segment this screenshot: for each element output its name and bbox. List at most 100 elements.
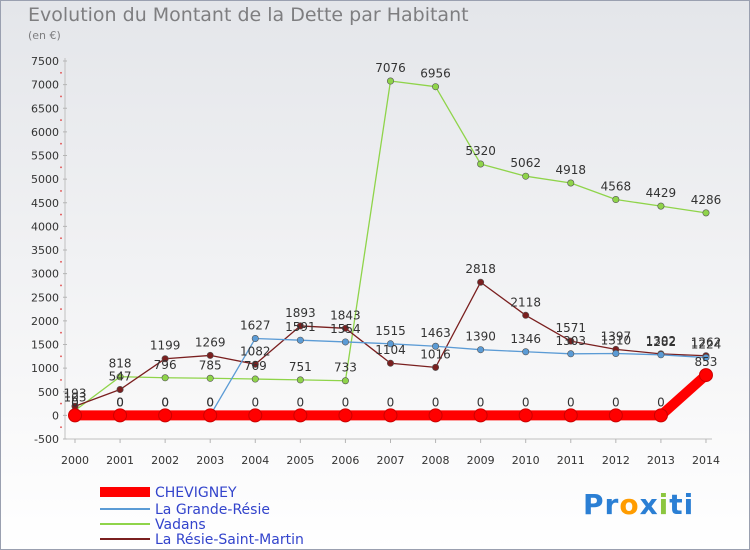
y-minor-tick: [60, 331, 62, 334]
data-point: [296, 336, 304, 344]
data-label: 4568: [601, 180, 632, 194]
data-point: [386, 359, 394, 367]
x-tick-label: 2006: [331, 454, 359, 467]
x-tick-label: 2001: [106, 454, 134, 467]
x-tick-label: 2014: [692, 454, 720, 467]
x-tick-label: 2002: [151, 454, 179, 467]
logo-part: ti: [669, 488, 695, 521]
legend-label: Vadans: [155, 517, 206, 533]
data-point: [206, 351, 214, 359]
chart-subtitle: (en €): [28, 29, 61, 42]
data-label: 1893: [285, 306, 316, 320]
data-label: 1843: [330, 308, 361, 322]
y-tick-label: 4500: [31, 197, 59, 210]
data-label: 769: [244, 359, 267, 373]
data-label: 1390: [465, 330, 496, 344]
proxiti-logo: Proxiti: [583, 488, 694, 521]
y-tick-label: 1000: [31, 362, 59, 375]
data-point: [567, 337, 575, 345]
data-point: [248, 408, 263, 423]
data-label: 0: [161, 395, 169, 409]
y-tick-label: 3000: [31, 268, 59, 281]
data-label: 103: [64, 391, 87, 405]
data-label: 1627: [240, 318, 271, 332]
x-tick-label: 2011: [557, 454, 585, 467]
data-label: 0: [251, 395, 259, 409]
data-point: [383, 408, 398, 423]
data-point: [341, 324, 349, 332]
data-point: [477, 160, 485, 168]
data-point: [158, 408, 173, 423]
y-tick-label: 5000: [31, 173, 59, 186]
x-tick-label: 2007: [376, 454, 404, 467]
data-label: 7076: [375, 61, 406, 75]
x-tick-label: 2010: [512, 454, 540, 467]
data-label: 1262: [691, 336, 722, 350]
data-point: [567, 179, 575, 187]
logo-part: Pr: [583, 488, 620, 521]
x-tick-label: 2008: [422, 454, 450, 467]
y-minor-tick: [60, 260, 62, 263]
data-point: [698, 368, 713, 383]
x-tick-label: 2004: [241, 454, 269, 467]
data-label: 4286: [691, 193, 722, 207]
data-label: 1224: [691, 338, 722, 352]
y-minor-tick: [60, 308, 62, 310]
data-label: 0: [206, 395, 214, 409]
data-point: [522, 172, 530, 180]
data-point: [657, 351, 665, 359]
data-label: 0: [116, 395, 124, 409]
data-point: [563, 408, 578, 423]
y-minor-tick: [60, 71, 62, 74]
data-label: 785: [199, 358, 222, 372]
data-point: [161, 355, 169, 363]
data-label: 0: [297, 395, 305, 409]
x-tick-label: 2013: [647, 454, 675, 467]
y-minor-tick: [60, 119, 62, 121]
data-label: 1282: [646, 335, 677, 349]
data-label: 2818: [465, 262, 496, 276]
x-tick-label: 2000: [61, 454, 89, 467]
data-label: 0: [387, 395, 395, 409]
data-label: 0: [116, 395, 124, 409]
y-tick-label: -500: [34, 433, 59, 446]
data-label: 796: [154, 358, 177, 372]
data-label: 2118: [510, 295, 541, 309]
data-label: 853: [695, 355, 718, 369]
data-point: [293, 408, 308, 423]
chart-title: Evolution du Montant de la Dette par Hab…: [28, 4, 469, 26]
data-label: 0: [71, 395, 79, 409]
data-label: 5062: [510, 156, 541, 170]
data-label: 1571: [555, 321, 586, 335]
data-point: [477, 346, 485, 354]
data-label: 1104: [375, 343, 406, 357]
data-point: [702, 209, 710, 217]
data-point: [116, 386, 124, 394]
y-minor-tick: [60, 355, 62, 358]
y-tick-label: 4000: [31, 220, 59, 233]
y-tick-label: 0: [52, 409, 59, 422]
y-tick-label: 500: [38, 386, 59, 399]
data-point: [296, 376, 304, 384]
data-label: 733: [334, 361, 357, 375]
data-label: 193: [64, 386, 87, 400]
y-tick-label: 6000: [31, 126, 59, 139]
data-point: [296, 322, 304, 330]
data-point: [203, 408, 218, 423]
data-label: 0: [567, 395, 575, 409]
data-label: 1302: [646, 334, 677, 348]
logo-part: o: [619, 488, 640, 521]
data-label: 1303: [555, 334, 586, 348]
x-tick-label: 2003: [196, 454, 224, 467]
data-point: [386, 77, 394, 85]
logo-part: x: [639, 488, 659, 521]
data-label: 4429: [646, 186, 677, 200]
y-tick-label: 5500: [31, 150, 59, 163]
data-point: [653, 408, 668, 423]
data-point: [432, 363, 440, 371]
data-label: 0: [522, 395, 530, 409]
y-tick-label: 3500: [31, 244, 59, 257]
data-label: 0: [432, 395, 440, 409]
data-point: [68, 408, 82, 423]
